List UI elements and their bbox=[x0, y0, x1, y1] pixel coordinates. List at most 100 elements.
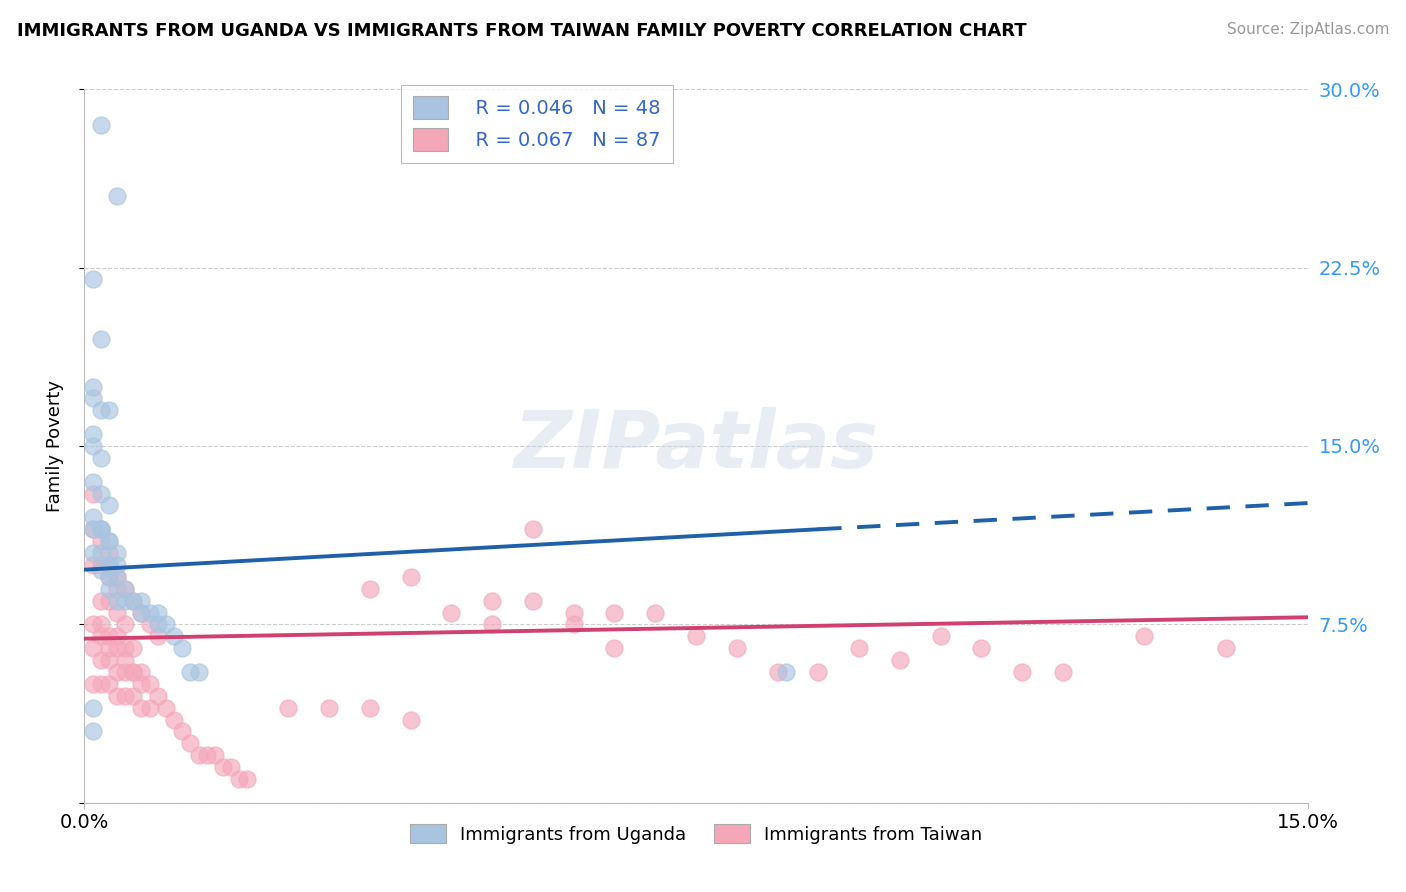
Point bbox=[114, 582, 136, 596]
Point bbox=[90, 677, 112, 691]
Point bbox=[1133, 629, 1156, 643]
Point bbox=[204, 748, 226, 763]
Point bbox=[105, 641, 128, 656]
Legend: Immigrants from Uganda, Immigrants from Taiwan: Immigrants from Uganda, Immigrants from … bbox=[402, 817, 990, 851]
Point bbox=[236, 772, 259, 786]
Point bbox=[848, 641, 870, 656]
Point bbox=[114, 665, 136, 679]
Point bbox=[105, 546, 128, 560]
Point bbox=[82, 392, 104, 406]
Point bbox=[105, 570, 128, 584]
Point bbox=[97, 558, 120, 572]
Point bbox=[97, 558, 120, 572]
Point bbox=[122, 665, 145, 679]
Point bbox=[163, 713, 186, 727]
Point bbox=[172, 724, 194, 739]
Point bbox=[90, 593, 112, 607]
Point bbox=[318, 700, 340, 714]
Point bbox=[90, 522, 112, 536]
Point bbox=[929, 629, 952, 643]
Point bbox=[82, 486, 104, 500]
Point bbox=[122, 641, 145, 656]
Point bbox=[131, 606, 153, 620]
Point bbox=[90, 617, 112, 632]
Point bbox=[440, 606, 463, 620]
Point bbox=[603, 641, 626, 656]
Point bbox=[131, 665, 153, 679]
Text: Source: ZipAtlas.com: Source: ZipAtlas.com bbox=[1226, 22, 1389, 37]
Point bbox=[114, 641, 136, 656]
Point bbox=[603, 606, 626, 620]
Point bbox=[138, 606, 160, 620]
Point bbox=[90, 563, 112, 577]
Point bbox=[562, 617, 585, 632]
Point bbox=[155, 617, 177, 632]
Point bbox=[97, 593, 120, 607]
Point bbox=[105, 558, 128, 572]
Point bbox=[138, 617, 160, 632]
Point bbox=[481, 593, 503, 607]
Point bbox=[146, 629, 169, 643]
Point bbox=[97, 570, 120, 584]
Point bbox=[90, 653, 112, 667]
Point bbox=[97, 629, 120, 643]
Point bbox=[97, 534, 120, 549]
Point bbox=[90, 522, 112, 536]
Point bbox=[179, 665, 201, 679]
Point bbox=[187, 748, 209, 763]
Point bbox=[114, 617, 136, 632]
Point bbox=[179, 736, 201, 750]
Point bbox=[155, 700, 177, 714]
Point bbox=[90, 450, 112, 465]
Point bbox=[114, 593, 136, 607]
Point bbox=[219, 760, 242, 774]
Point bbox=[105, 593, 128, 607]
Point bbox=[82, 427, 104, 442]
Point bbox=[82, 724, 104, 739]
Point bbox=[105, 570, 128, 584]
Point bbox=[97, 499, 120, 513]
Point bbox=[359, 582, 381, 596]
Point bbox=[82, 522, 104, 536]
Text: IMMIGRANTS FROM UGANDA VS IMMIGRANTS FROM TAIWAN FAMILY POVERTY CORRELATION CHAR: IMMIGRANTS FROM UGANDA VS IMMIGRANTS FRO… bbox=[17, 22, 1026, 40]
Point bbox=[481, 617, 503, 632]
Point bbox=[82, 558, 104, 572]
Point bbox=[114, 689, 136, 703]
Point bbox=[97, 641, 120, 656]
Point bbox=[105, 582, 128, 596]
Point bbox=[522, 522, 544, 536]
Point bbox=[105, 665, 128, 679]
Point bbox=[122, 689, 145, 703]
Point bbox=[562, 606, 585, 620]
Point bbox=[97, 558, 120, 572]
Point bbox=[82, 475, 104, 489]
Point bbox=[105, 189, 128, 203]
Point bbox=[146, 689, 169, 703]
Point bbox=[122, 665, 145, 679]
Point bbox=[195, 748, 218, 763]
Point bbox=[399, 713, 422, 727]
Point bbox=[82, 522, 104, 536]
Point bbox=[105, 606, 128, 620]
Point bbox=[114, 653, 136, 667]
Point bbox=[82, 439, 104, 453]
Point bbox=[114, 582, 136, 596]
Point bbox=[90, 558, 112, 572]
Point bbox=[97, 534, 120, 549]
Point bbox=[172, 641, 194, 656]
Point bbox=[131, 606, 153, 620]
Point bbox=[228, 772, 250, 786]
Point bbox=[97, 403, 120, 417]
Point bbox=[97, 582, 120, 596]
Point bbox=[970, 641, 993, 656]
Point bbox=[131, 700, 153, 714]
Point bbox=[97, 546, 120, 560]
Point bbox=[90, 546, 112, 560]
Point bbox=[90, 486, 112, 500]
Point bbox=[82, 617, 104, 632]
Point bbox=[138, 677, 160, 691]
Point bbox=[90, 118, 112, 132]
Point bbox=[212, 760, 235, 774]
Point bbox=[163, 629, 186, 643]
Point bbox=[685, 629, 707, 643]
